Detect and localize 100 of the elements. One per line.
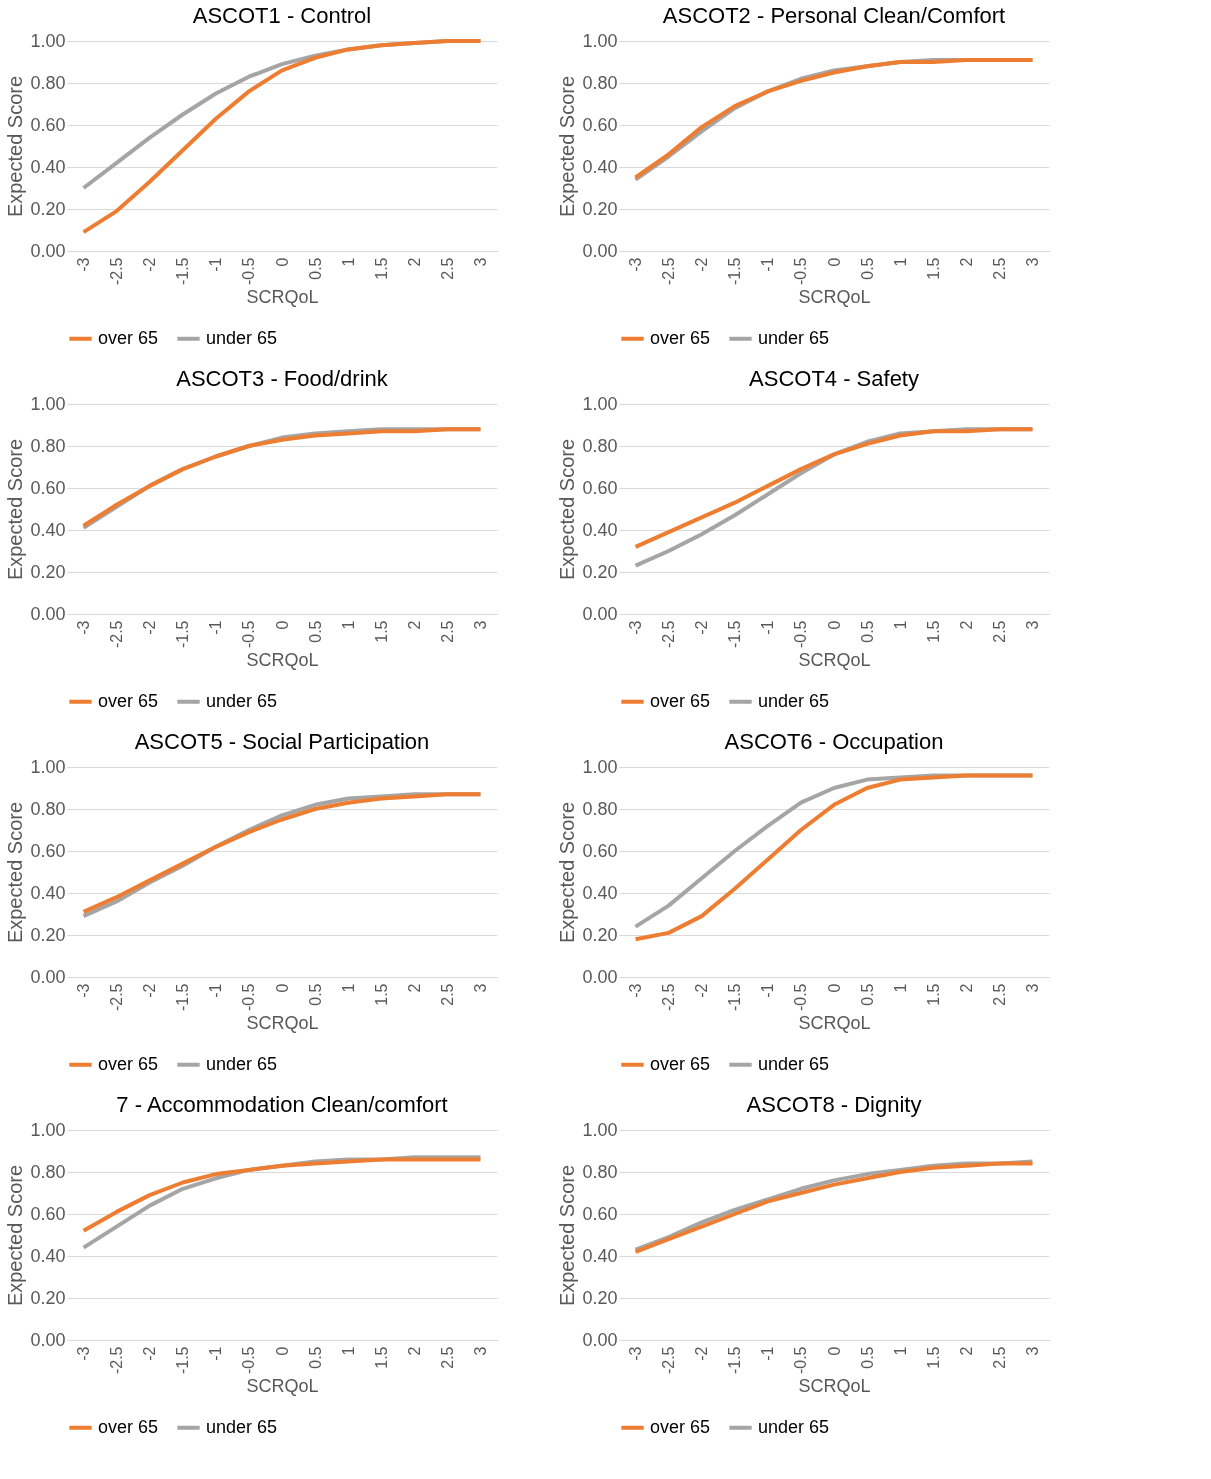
y-tick-label: 0.80 (30, 1161, 66, 1182)
x-tick-label: 2 (405, 257, 423, 267)
x-tick-label: 1 (891, 620, 909, 630)
x-tick-label: 0 (825, 983, 843, 993)
x-tick-label: -3 (627, 257, 645, 272)
x-tick-label: 1 (339, 983, 357, 993)
x-tick-label: -1 (759, 620, 777, 635)
x-axis-title: SCRQoL (798, 287, 871, 308)
x-tick-label: 2 (405, 1346, 423, 1356)
x-tick-label: -1 (207, 1346, 225, 1361)
x-tick-label: -1 (207, 620, 225, 635)
x-tick-label: -2.5 (108, 257, 126, 286)
x-tick-label: -3 (627, 1346, 645, 1361)
y-tick-label: 0.80 (582, 798, 618, 819)
y-tick-label: 0.60 (30, 114, 66, 135)
y-tick-label: 1.00 (582, 30, 618, 51)
y-axis-title: Expected Score (4, 801, 27, 944)
x-tick-label: -2.5 (660, 257, 678, 286)
y-axis-title: Expected Score (556, 438, 579, 581)
x-tick-label: -1 (759, 983, 777, 998)
y-tick-label: 0.80 (582, 1161, 618, 1182)
y-tick-label: 0.80 (582, 72, 618, 93)
x-tick-label: 2.5 (438, 257, 456, 280)
x-tick-label: -0.5 (792, 1346, 810, 1375)
x-tick-label: -1.5 (726, 1346, 744, 1375)
y-tick-label: 1.00 (582, 756, 618, 777)
y-tick-label: 1.00 (30, 756, 66, 777)
x-tick-label: 1 (891, 983, 909, 993)
x-tick-label: 1.5 (924, 257, 942, 280)
x-tick-label: -0.5 (792, 257, 810, 286)
x-tick-label: 3 (471, 620, 489, 630)
y-tick-label: 0.60 (30, 1203, 66, 1224)
x-tick-label: -1 (759, 1346, 777, 1361)
y-tick-label: 1.00 (582, 1119, 618, 1140)
y-tick-label: 0.00 (582, 603, 618, 624)
x-tick-label: 0 (273, 257, 291, 267)
x-axis-title: SCRQoL (246, 1376, 319, 1397)
legend-label: over 65 (650, 690, 711, 711)
x-tick-label: -2 (141, 257, 159, 272)
y-tick-label: 0.40 (582, 156, 618, 177)
y-axis-title: Expected Score (556, 801, 579, 944)
x-tick-label: -1.5 (726, 620, 744, 649)
x-tick-label: -2.5 (108, 620, 126, 649)
legend-label: over 65 (98, 327, 159, 348)
y-tick-label: 0.20 (30, 1287, 66, 1308)
y-axis-title: Expected Score (4, 1164, 27, 1307)
y-tick-label: 0.00 (30, 966, 66, 987)
x-tick-label: 0 (273, 620, 291, 630)
x-tick-label: -0.5 (792, 620, 810, 649)
legend-label: under 65 (758, 690, 830, 711)
x-tick-label: 3 (471, 257, 489, 267)
y-tick-label: 0.40 (30, 156, 66, 177)
y-tick-label: 0.80 (30, 72, 66, 93)
x-tick-label: -3 (75, 257, 93, 272)
y-axis-title: Expected Score (4, 75, 27, 218)
x-tick-label: 2 (957, 257, 975, 267)
x-tick-label: -1 (207, 257, 225, 272)
x-tick-label: 1 (891, 257, 909, 267)
x-tick-label: -0.5 (240, 1346, 258, 1375)
x-axis-title: SCRQoL (798, 650, 871, 671)
y-tick-label: 0.00 (30, 240, 66, 261)
x-tick-label: -0.5 (792, 983, 810, 1012)
y-tick-label: 0.40 (582, 1245, 618, 1266)
x-tick-label: 1.5 (372, 1346, 390, 1369)
x-tick-label: 0 (825, 257, 843, 267)
y-tick-label: 0.00 (582, 1329, 618, 1350)
x-tick-label: -0.5 (240, 257, 258, 286)
legend-label: under 65 (758, 327, 830, 348)
x-tick-label: -2.5 (108, 983, 126, 1012)
x-tick-label: -1.5 (174, 1346, 192, 1375)
x-tick-label: 1.5 (372, 620, 390, 643)
y-tick-label: 0.60 (30, 840, 66, 861)
chart-title: ASCOT3 - Food/drink (176, 366, 389, 391)
y-tick-label: 0.40 (30, 882, 66, 903)
y-tick-label: 0.40 (30, 1245, 66, 1266)
x-axis-title: SCRQoL (246, 650, 319, 671)
x-axis-title: SCRQoL (798, 1013, 871, 1034)
y-tick-label: 0.40 (582, 882, 618, 903)
chart-title: 7 - Accommodation Clean/comfort (116, 1092, 448, 1117)
x-tick-label: 2 (957, 1346, 975, 1356)
x-tick-label: -3 (75, 1346, 93, 1361)
x-tick-label: 1 (339, 257, 357, 267)
chart-title: ASCOT4 - Safety (749, 366, 919, 391)
x-tick-label: -1.5 (174, 257, 192, 286)
legend-label: under 65 (206, 327, 278, 348)
chart-title: ASCOT5 - Social Participation (134, 729, 430, 754)
x-tick-label: 1 (891, 1346, 909, 1356)
chart-title: ASCOT8 - Dignity (746, 1092, 922, 1117)
x-tick-label: 3 (471, 1346, 489, 1356)
y-tick-label: 0.60 (30, 477, 66, 498)
x-tick-label: -1.5 (726, 983, 744, 1012)
y-tick-label: 0.20 (582, 561, 618, 582)
y-tick-label: 0.20 (582, 924, 618, 945)
x-tick-label: 2 (405, 620, 423, 630)
x-axis-title: SCRQoL (246, 287, 319, 308)
x-tick-label: 3 (1023, 1346, 1041, 1356)
x-tick-label: 1.5 (372, 257, 390, 280)
x-tick-label: -2 (141, 1346, 159, 1361)
x-tick-label: 1 (339, 620, 357, 630)
y-tick-label: 0.20 (30, 198, 66, 219)
